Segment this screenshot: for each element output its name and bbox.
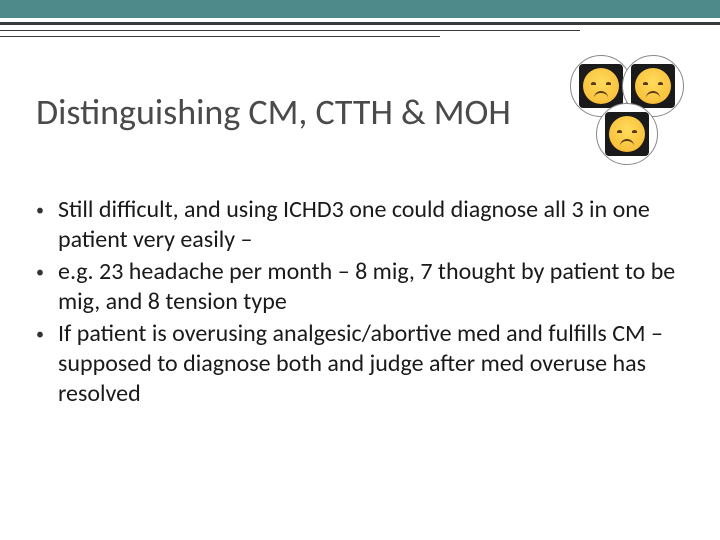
- bullet-marker: •: [36, 257, 58, 317]
- slide-title: Distinguishing CM, CTTH & MOH: [36, 90, 511, 134]
- bullet-text: e.g. 23 headache per month – 8 mig, 7 th…: [58, 257, 686, 317]
- bullet-text: If patient is overusing analgesic/aborti…: [58, 319, 686, 409]
- header-line-thick: [0, 22, 720, 25]
- list-item: • e.g. 23 headache per month – 8 mig, 7 …: [36, 257, 686, 317]
- teal-strip: [0, 0, 720, 18]
- pensive-face-icon: [579, 64, 623, 108]
- pensive-face-icon: [631, 64, 675, 108]
- emoji-cluster: [560, 55, 690, 165]
- header-decoration: [0, 0, 720, 18]
- list-item: • If patient is overusing analgesic/abor…: [36, 319, 686, 409]
- bullet-marker: •: [36, 195, 58, 255]
- bullet-marker: •: [36, 319, 58, 409]
- header-line-medium: [0, 30, 580, 31]
- bullet-list: • Still difficult, and using ICHD3 one c…: [36, 195, 686, 411]
- emoji-circle-3: [596, 103, 658, 165]
- list-item: • Still difficult, and using ICHD3 one c…: [36, 195, 686, 255]
- bullet-text: Still difficult, and using ICHD3 one cou…: [58, 195, 686, 255]
- header-line-short: [0, 36, 440, 37]
- pensive-face-icon: [605, 112, 649, 156]
